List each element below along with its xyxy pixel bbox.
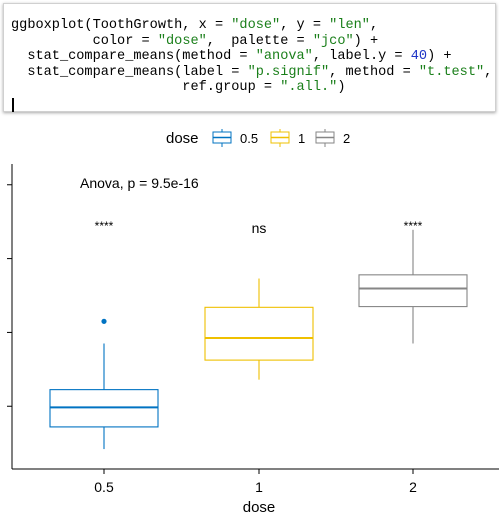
code-text: ) + <box>353 33 379 49</box>
code-text: , label.y = <box>312 49 411 64</box>
box-iqr <box>204 306 314 361</box>
significance-labels: **** ns **** <box>95 219 423 236</box>
text-cursor <box>12 98 14 112</box>
code-text: stat_compare_means(method = <box>11 49 256 64</box>
code-text: ) + <box>427 49 452 64</box>
code-string: "len" <box>329 18 370 33</box>
box-1 <box>204 278 314 380</box>
box-2 <box>358 229 468 344</box>
code-string: "anova" <box>255 49 313 64</box>
box-0.5 <box>49 318 159 450</box>
anova-annotation: Anova, p = 9.5e-16 <box>80 175 199 191</box>
code-string: "t.test" <box>418 64 485 80</box>
code-line: stat_compare_means(label = "p.signif", m… <box>11 65 492 81</box>
significance-label: ns <box>252 220 267 236</box>
code-string: "dose" <box>231 18 281 33</box>
code-string: ".all." <box>280 80 338 95</box>
code-line: ref.group = ".all.") <box>11 80 345 96</box>
box-iqr <box>358 274 468 308</box>
code-text: , palette = <box>206 33 313 49</box>
code-number: 40 <box>410 49 428 64</box>
code-line: stat_compare_means(method = "anova", lab… <box>11 49 452 65</box>
code-editor[interactable]: ggboxplot(ToothGrowth, x = "dose", y = "… <box>3 3 496 112</box>
significance-label: **** <box>404 219 423 233</box>
code-line: ggboxplot(ToothGrowth, x = "dose", y = "… <box>11 18 378 34</box>
legend: dose 0.5 1 2 <box>166 129 350 147</box>
code-string: "dose" <box>157 33 207 49</box>
code-text: ggboxplot(ToothGrowth, x = <box>11 18 232 33</box>
code-text: , <box>369 18 379 33</box>
legend-item-0.5: 0.5 <box>212 129 258 147</box>
axes <box>7 164 499 474</box>
code-text: ) <box>337 80 346 95</box>
x-tick-label: 1 <box>255 479 263 495</box>
legend-title: dose <box>166 130 199 147</box>
code-string: "jco" <box>312 33 354 49</box>
code-text: color = <box>11 33 158 49</box>
x-axis-title: dose <box>243 499 276 516</box>
code-text: , y = <box>280 18 330 33</box>
boxes <box>49 229 468 450</box>
legend-label: 1 <box>298 131 305 146</box>
code-text: ref.group = <box>11 80 281 95</box>
significance-label: **** <box>95 219 114 233</box>
legend-label: 2 <box>343 131 350 146</box>
code-string: "p.signif" <box>247 64 330 80</box>
code-text: , <box>484 64 493 80</box>
legend-item-2: 2 <box>315 129 350 147</box>
legend-item-1: 1 <box>270 129 305 147</box>
code-text: stat_compare_means(label = <box>11 64 248 80</box>
code-line: color = "dose", palette = "jco") + <box>11 33 379 50</box>
boxplot-chart: dose 0.5 1 2 Anova, p = 9.5e-16 **** ns ****… <box>7 129 499 516</box>
x-tick-label: 2 <box>409 479 417 495</box>
x-tick-label: 0.5 <box>94 479 114 495</box>
outlier-point <box>101 318 107 324</box>
x-tick-labels: 0.5 1 2 <box>94 479 417 495</box>
legend-label: 0.5 <box>240 131 258 146</box>
code-text: , method = <box>329 64 419 80</box>
